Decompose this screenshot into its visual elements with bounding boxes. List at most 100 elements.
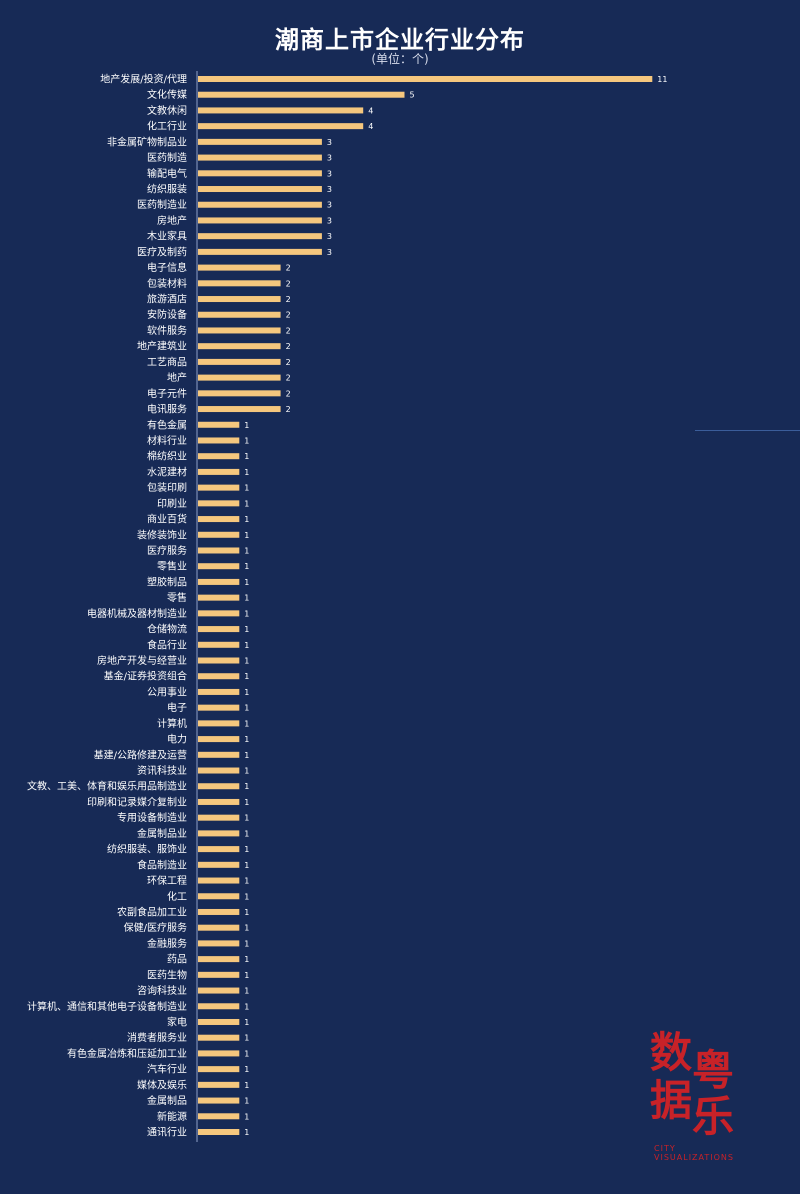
category-label: 资讯科技业	[137, 764, 187, 777]
value-label: 1	[244, 1128, 249, 1137]
bar	[198, 390, 281, 397]
value-label: 2	[286, 295, 291, 304]
category-label: 食品行业	[147, 638, 187, 651]
bar	[198, 233, 322, 240]
bar	[198, 516, 240, 523]
value-label: 3	[327, 169, 332, 178]
bar	[198, 908, 240, 915]
bar	[198, 924, 240, 931]
bar	[198, 327, 281, 334]
bar	[198, 626, 240, 633]
category-label: 公用事业	[147, 685, 187, 698]
value-label: 1	[244, 955, 249, 964]
category-label: 工艺商品	[147, 355, 187, 368]
category-label: 医药生物	[147, 968, 187, 981]
value-label: 1	[244, 829, 249, 838]
category-label: 非金属矿物制品业	[107, 135, 187, 148]
bar	[198, 1097, 240, 1104]
category-label: 化工行业	[147, 120, 187, 133]
bar	[198, 1129, 240, 1135]
value-label: 1	[244, 531, 249, 540]
value-label: 1	[244, 468, 249, 477]
bar	[198, 861, 240, 868]
category-label: 医药制造	[147, 151, 187, 164]
bar	[198, 280, 281, 287]
value-label: 1	[244, 814, 249, 823]
bar	[198, 343, 281, 350]
value-label: 1	[244, 782, 249, 791]
value-label: 1	[244, 1034, 249, 1043]
value-label: 1	[244, 578, 249, 587]
category-label: 塑胶制品	[147, 575, 187, 588]
value-label: 1	[244, 892, 249, 901]
value-label: 3	[327, 201, 332, 210]
value-label: 2	[286, 264, 291, 273]
value-label: 1	[244, 562, 249, 571]
bar	[198, 736, 240, 743]
category-label: 基金/证券投资组合	[104, 670, 187, 683]
bar	[198, 201, 322, 208]
value-label: 1	[244, 735, 249, 744]
value-label: 5	[410, 91, 415, 100]
bar	[198, 453, 240, 460]
bar	[198, 484, 240, 491]
category-label: 地产	[167, 371, 187, 384]
bar	[198, 421, 240, 428]
category-label: 纺织服装	[147, 183, 187, 196]
bar	[198, 1034, 240, 1041]
value-label: 2	[286, 389, 291, 398]
chart-title: 潮商上市企业行业分布	[275, 26, 525, 54]
value-label: 1	[244, 987, 249, 996]
category-label: 保健/医疗服务	[124, 921, 187, 934]
category-label: 房地产开发与经营业	[97, 654, 187, 667]
value-label: 2	[286, 405, 291, 414]
category-label: 商业百货	[147, 513, 187, 526]
category-label: 计算机	[157, 717, 187, 730]
bar	[198, 610, 240, 617]
category-label: 医药制造业	[137, 198, 187, 211]
category-label: 农副食品加工业	[117, 905, 187, 918]
watermark-char: 粤	[692, 1046, 735, 1095]
bar	[198, 170, 322, 177]
bar	[198, 720, 240, 727]
value-label: 1	[244, 421, 249, 430]
category-label: 消费者服务业	[127, 1031, 187, 1044]
value-label: 1	[244, 546, 249, 555]
bar	[198, 877, 240, 884]
category-label: 安防设备	[147, 308, 187, 321]
value-label: 11	[657, 75, 667, 84]
bar	[198, 296, 281, 303]
bar	[198, 783, 240, 790]
value-label: 1	[244, 1081, 249, 1090]
value-label: 3	[327, 216, 332, 225]
bar	[198, 767, 240, 774]
category-label: 医疗服务	[147, 544, 187, 557]
category-label: 电器机械及器材制造业	[87, 607, 187, 620]
bar	[198, 594, 240, 601]
value-label: 1	[244, 436, 249, 445]
bar	[198, 107, 364, 114]
bar	[198, 1050, 240, 1057]
bar	[198, 893, 240, 900]
category-label: 仓储物流	[147, 623, 187, 636]
bar	[198, 940, 240, 947]
value-label: 1	[244, 971, 249, 980]
category-label: 木业家具	[147, 230, 187, 243]
value-label: 2	[286, 279, 291, 288]
category-label: 文化传媒	[147, 88, 187, 101]
bar	[198, 688, 240, 695]
category-label: 文教、工美、体育和娱乐用品制造业	[27, 780, 187, 793]
category-label: 电子元件	[147, 387, 187, 400]
category-label: 金融服务	[147, 937, 187, 950]
category-label: 汽车行业	[147, 1063, 187, 1076]
value-label: 1	[244, 861, 249, 870]
category-label: 通讯行业	[147, 1126, 187, 1139]
value-label: 1	[244, 751, 249, 760]
bar	[198, 846, 240, 853]
bar	[198, 123, 364, 130]
category-label: 纺织服装、服饰业	[107, 843, 187, 856]
value-label: 2	[286, 374, 291, 383]
category-label: 药品	[167, 954, 187, 966]
category-label: 电子信息	[147, 261, 187, 274]
